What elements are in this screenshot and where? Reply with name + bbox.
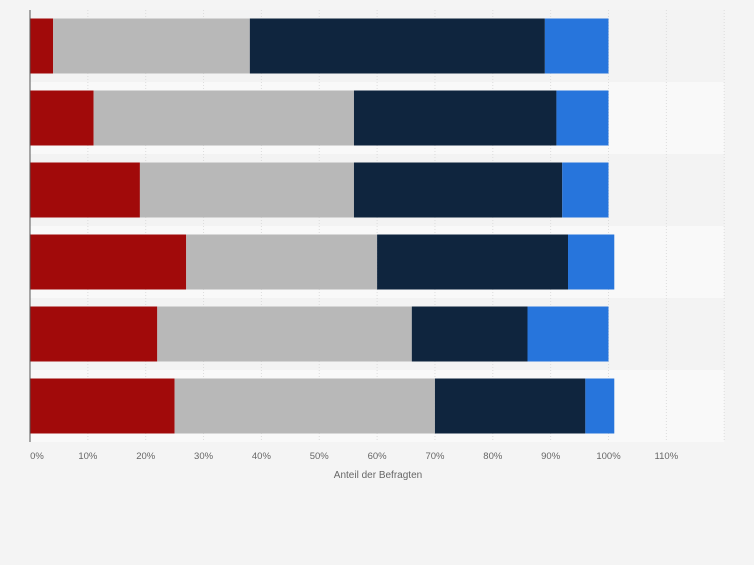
x-tick-label: 110% [655,451,679,462]
bar-segment-row1-series4 [544,18,609,74]
bar-segment-row2-series3 [353,90,557,146]
bar-segment-row1-series2 [53,18,250,74]
x-tick-label: 90% [541,451,561,462]
x-tick-label: 70% [425,451,445,462]
x-tick-label: 80% [483,451,503,462]
bars [30,18,615,434]
bar-segment-row3-series1 [30,162,140,218]
bar-segment-row5-series3 [411,306,528,362]
bar-segment-row2-series1 [30,90,94,146]
bar-segment-row5-series1 [30,306,158,362]
gridlines [87,10,725,442]
x-tick-label: 60% [368,451,388,462]
bar-segment-row6-series1 [30,378,175,434]
bar-segment-row5-series2 [157,306,412,362]
x-axis-title: Anteil der Befragten [334,470,422,481]
x-tick-label: 20% [136,451,156,462]
bar-segment-row1-series3 [249,18,545,74]
bar-segment-row6-series3 [434,378,586,434]
bar-segment-row4-series4 [568,234,615,290]
bar-segment-row5-series4 [527,306,609,362]
bar-segment-row4-series1 [30,234,187,290]
bar-segment-row2-series2 [93,90,354,146]
bar-segment-row3-series3 [353,162,563,218]
x-tick-label: 40% [252,451,272,462]
x-tick-label: 50% [310,451,330,462]
bar-segment-row1-series1 [30,18,54,74]
x-tick-labels: 0% 10% 20% 30% 40% 50% 60% 70% 80% 90% 100% 110% [30,451,679,462]
bar-segment-row2-series4 [556,90,609,146]
bar-segment-row3-series2 [139,162,354,218]
bar-segment-row6-series4 [585,378,615,434]
bar-segment-row4-series3 [377,234,569,290]
bar-segment-row6-series2 [174,378,435,434]
bar-segment-row4-series2 [186,234,378,290]
x-tick-label: 100% [596,451,621,462]
x-tick-label: 0% [30,451,44,462]
x-tick-label: 10% [78,451,98,462]
bar-segment-row3-series4 [562,162,609,218]
x-tick-label: 30% [194,451,214,462]
